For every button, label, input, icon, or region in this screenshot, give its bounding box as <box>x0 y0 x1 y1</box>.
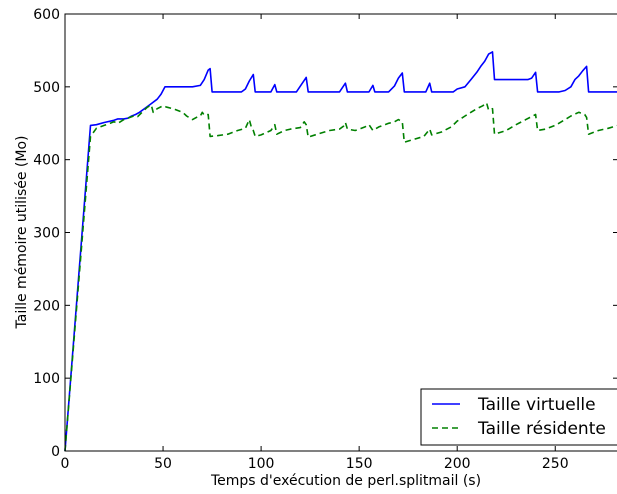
x-axis-label: Temps d'exécution de perl.splitmail (s) <box>210 473 481 489</box>
x-tick-label: 100 <box>248 456 275 472</box>
y-tick-label: 400 <box>33 153 60 169</box>
series-layer <box>64 51 617 452</box>
x-tick-label: 50 <box>154 456 172 472</box>
legend: Taille virtuelle Taille résidente <box>420 388 617 446</box>
legend-label-virtual: Taille virtuelle <box>477 395 596 415</box>
series-line-resident <box>64 102 617 452</box>
series-line-virtual <box>64 51 617 452</box>
x-tick-label: 0 <box>61 456 70 472</box>
y-tick-label: 100 <box>33 371 60 387</box>
legend-box <box>420 388 617 446</box>
y-axis: 0 100 200 300 400 500 600 <box>33 7 617 460</box>
y-tick-label: 0 <box>51 444 60 460</box>
x-tick-label: 150 <box>346 456 373 472</box>
y-axis-label: Taille mémoire utilisée (Mo) <box>14 136 30 330</box>
plot-background <box>65 14 617 451</box>
y-tick-label: 600 <box>33 7 60 23</box>
x-tick-label: 200 <box>444 456 471 472</box>
y-tick-label: 500 <box>33 80 60 96</box>
x-tick-label: 250 <box>542 456 569 472</box>
legend-label-resident: Taille résidente <box>477 419 606 439</box>
y-tick-label: 200 <box>33 298 60 314</box>
x-axis: 0 50 100 150 200 250 <box>61 14 569 472</box>
y-tick-label: 300 <box>33 226 60 242</box>
